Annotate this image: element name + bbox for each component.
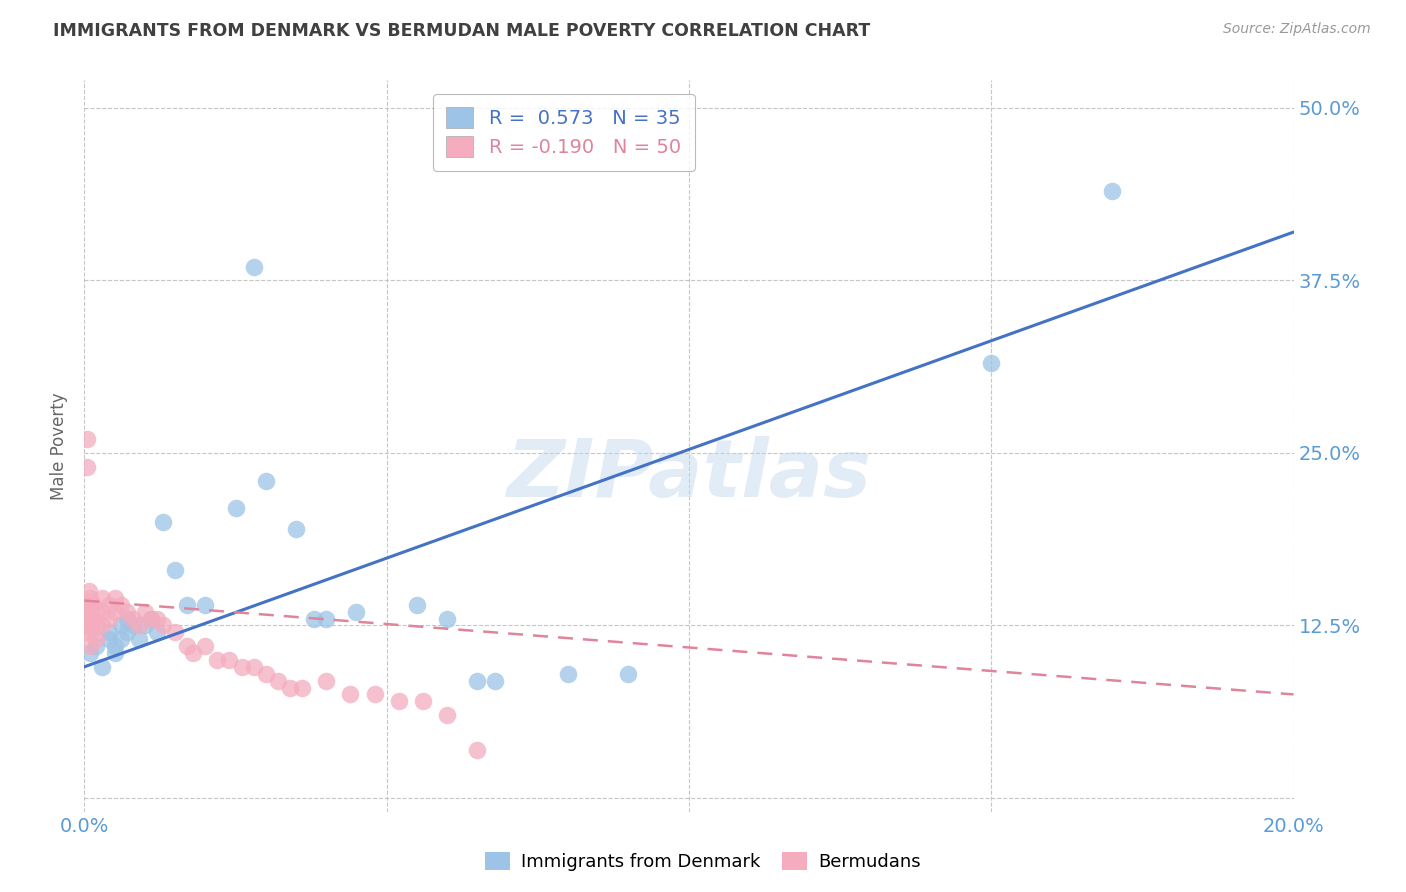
Point: [134, 605, 156, 619]
Point: [104, 646, 127, 660]
Point: [86, 618, 108, 632]
Point: [77, 583, 100, 598]
Point: [86, 605, 108, 619]
Point: [104, 639, 127, 653]
Point: [315, 611, 337, 625]
Point: [406, 598, 429, 612]
Point: [218, 653, 240, 667]
Point: [91, 591, 114, 605]
Point: [278, 681, 301, 695]
Point: [91, 660, 114, 674]
Point: [339, 687, 361, 701]
Point: [412, 694, 434, 708]
Point: [231, 660, 253, 674]
Point: [242, 260, 264, 274]
Point: [97, 611, 120, 625]
Point: [165, 563, 187, 577]
Point: [134, 618, 156, 632]
Point: [76, 459, 98, 474]
Point: [467, 673, 489, 688]
Point: [225, 501, 247, 516]
Point: [980, 356, 1002, 370]
Point: [121, 618, 143, 632]
Legend: R =  0.573   N = 35, R = -0.190   N = 50: R = 0.573 N = 35, R = -0.190 N = 50: [433, 94, 695, 171]
Point: [121, 611, 143, 625]
Point: [315, 673, 337, 688]
Point: [76, 625, 98, 640]
Point: [79, 639, 101, 653]
Point: [79, 618, 101, 632]
Point: [194, 598, 217, 612]
Point: [76, 432, 98, 446]
Point: [77, 598, 100, 612]
Point: [146, 611, 169, 625]
Point: [79, 646, 101, 660]
Point: [484, 673, 506, 688]
Point: [207, 653, 229, 667]
Point: [165, 625, 187, 640]
Point: [467, 742, 489, 756]
Text: IMMIGRANTS FROM DENMARK VS BERMUDAN MALE POVERTY CORRELATION CHART: IMMIGRANTS FROM DENMARK VS BERMUDAN MALE…: [53, 22, 870, 40]
Point: [110, 598, 132, 612]
Point: [104, 605, 127, 619]
Point: [91, 605, 114, 619]
Point: [436, 708, 458, 723]
Point: [97, 632, 120, 647]
Point: [267, 673, 290, 688]
Point: [617, 666, 640, 681]
Point: [128, 618, 150, 632]
Point: [242, 660, 264, 674]
Point: [110, 618, 132, 632]
Point: [285, 522, 308, 536]
Point: [139, 611, 162, 625]
Point: [86, 639, 108, 653]
Point: [110, 632, 132, 647]
Point: [557, 666, 579, 681]
Point: [254, 666, 277, 681]
Text: Source: ZipAtlas.com: Source: ZipAtlas.com: [1223, 22, 1371, 37]
Point: [302, 611, 325, 625]
Point: [91, 618, 114, 632]
Point: [76, 611, 98, 625]
Point: [346, 605, 368, 619]
Point: [115, 625, 138, 640]
Point: [436, 611, 458, 625]
Point: [194, 639, 217, 653]
Point: [1101, 184, 1123, 198]
Point: [97, 598, 120, 612]
Point: [181, 646, 204, 660]
Point: [291, 681, 314, 695]
Legend: Immigrants from Denmark, Bermudans: Immigrants from Denmark, Bermudans: [478, 845, 928, 879]
Point: [97, 625, 120, 640]
Point: [176, 639, 198, 653]
Point: [82, 598, 104, 612]
Point: [115, 611, 138, 625]
Point: [176, 598, 198, 612]
Point: [363, 687, 385, 701]
Text: ZIPatlas: ZIPatlas: [506, 436, 872, 515]
Point: [152, 618, 174, 632]
Point: [86, 632, 108, 647]
Point: [79, 605, 101, 619]
Point: [146, 625, 169, 640]
Point: [152, 515, 174, 529]
Point: [79, 591, 101, 605]
Point: [80, 625, 103, 640]
Point: [388, 694, 411, 708]
Y-axis label: Male Poverty: Male Poverty: [51, 392, 69, 500]
Point: [80, 611, 103, 625]
Point: [254, 474, 277, 488]
Point: [139, 611, 162, 625]
Point: [104, 591, 127, 605]
Point: [115, 605, 138, 619]
Point: [128, 632, 150, 647]
